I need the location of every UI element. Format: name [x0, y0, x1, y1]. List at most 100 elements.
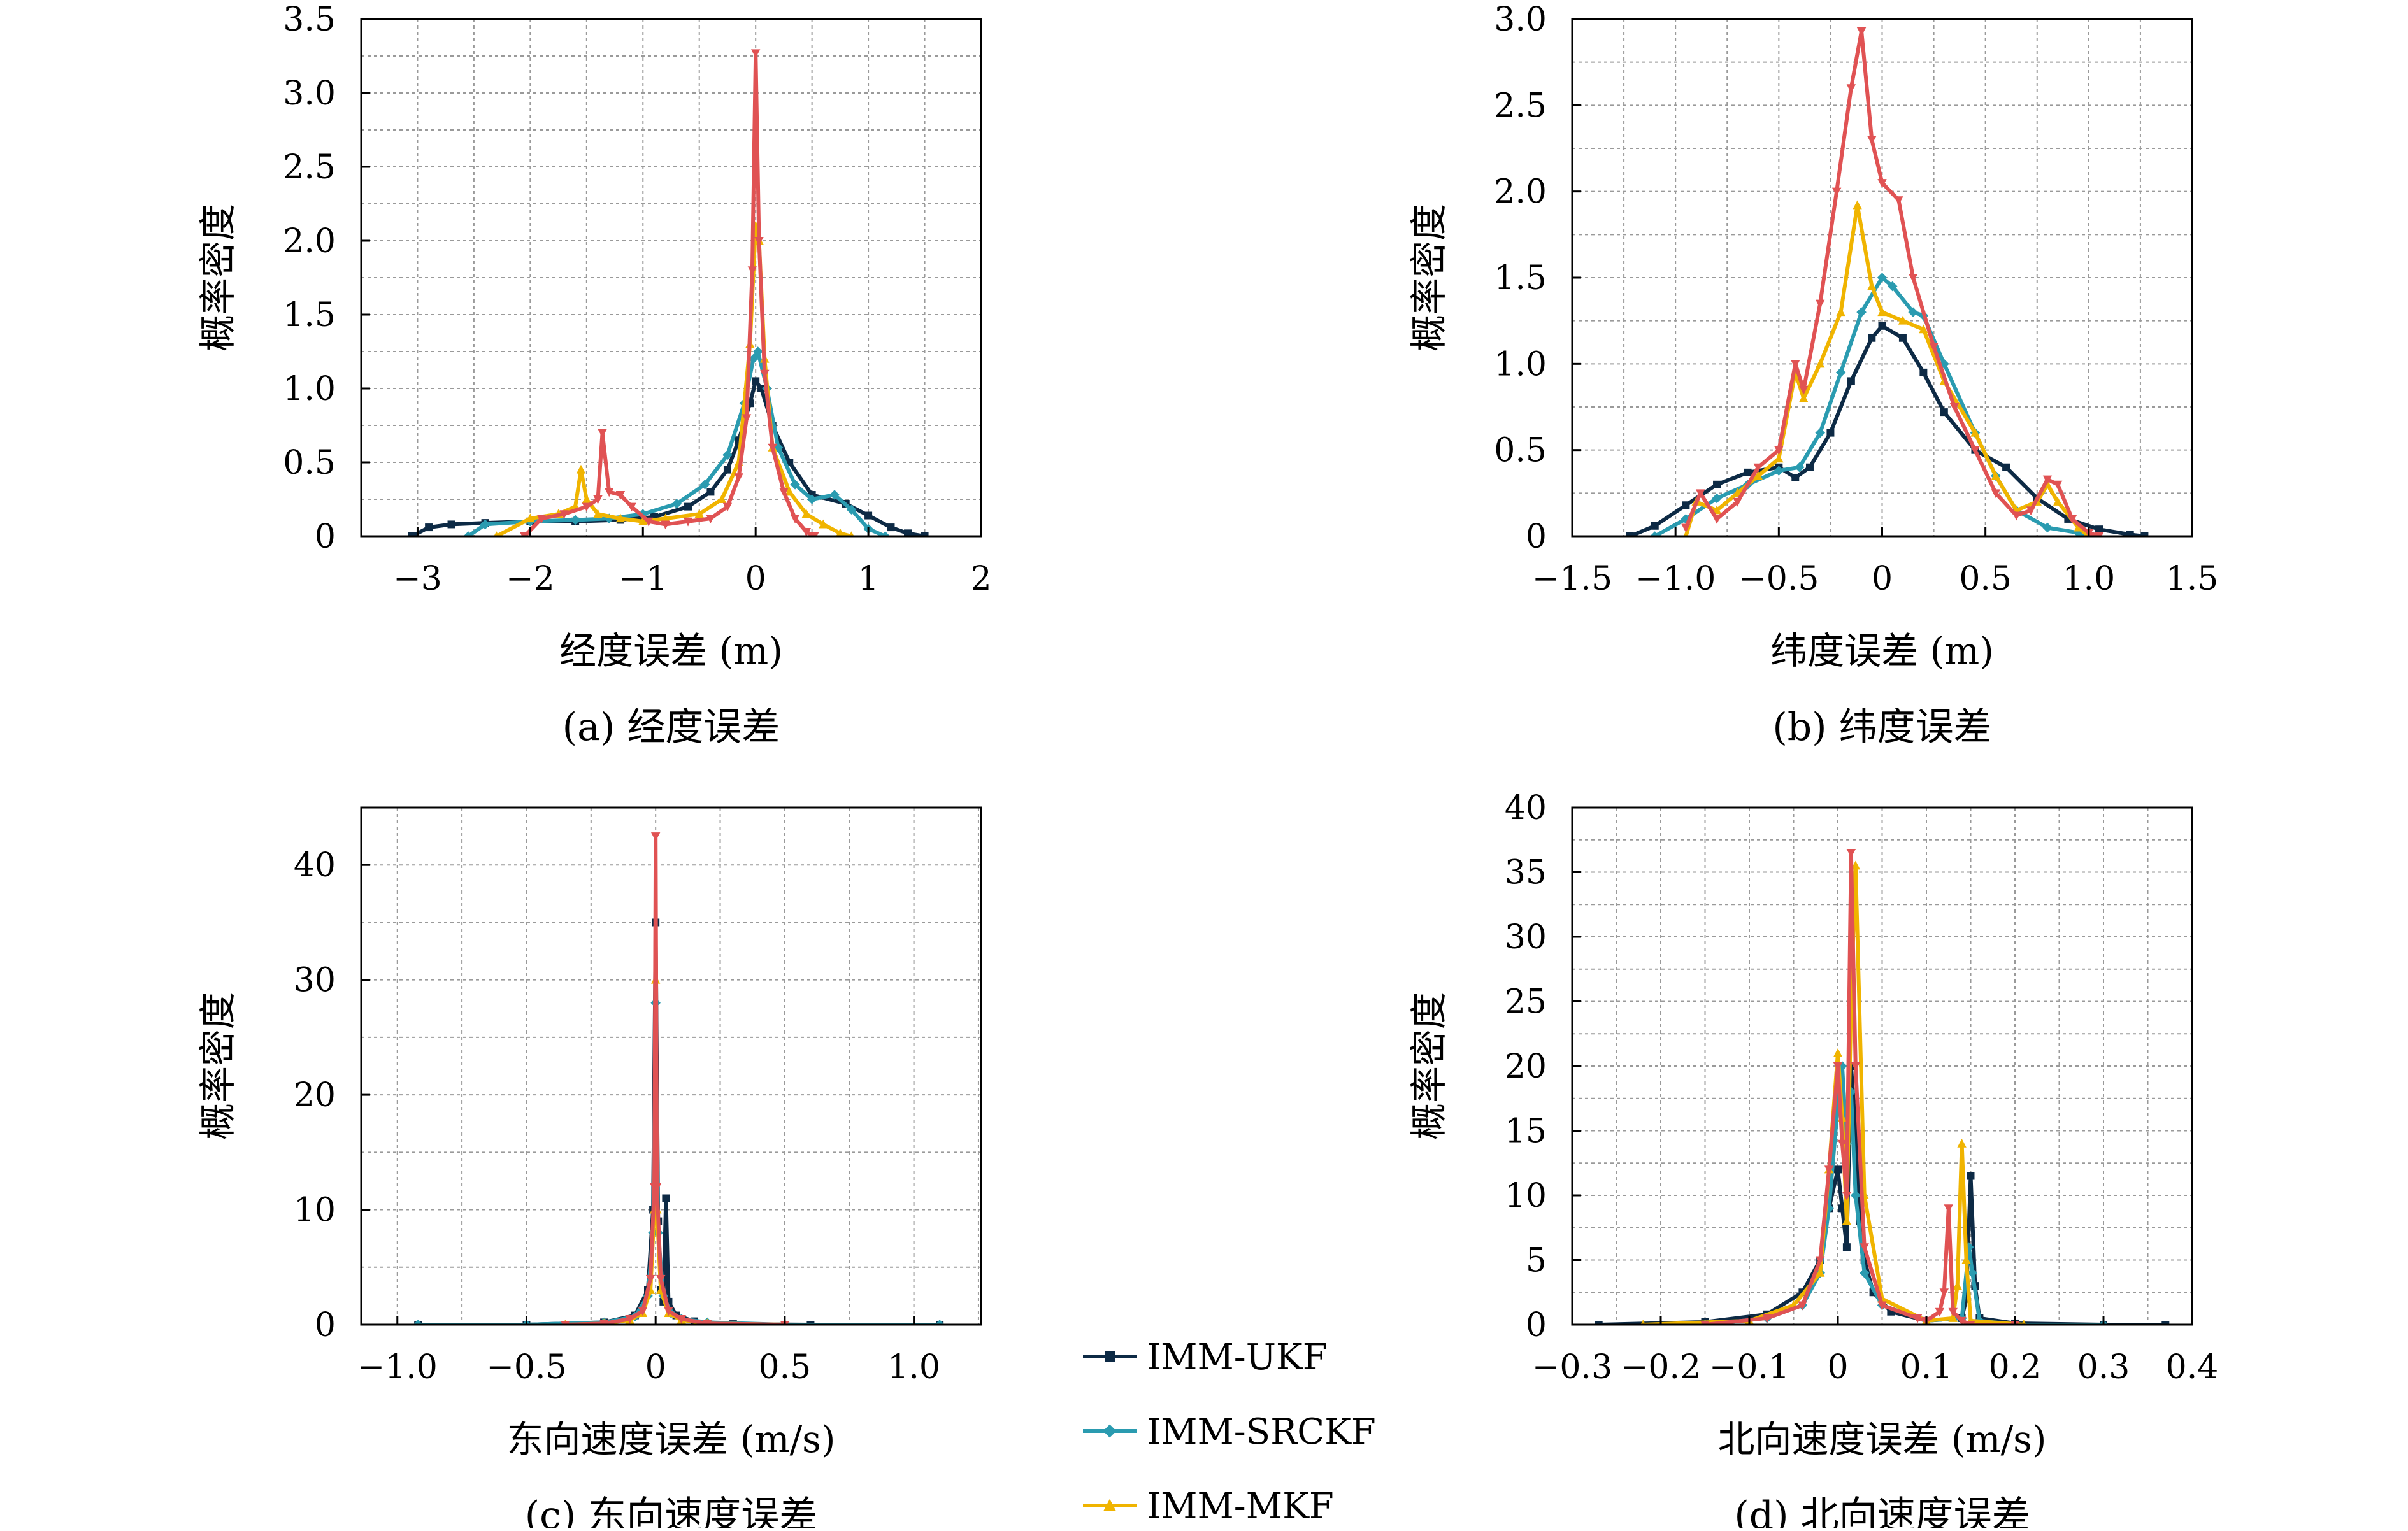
- data-point: [1919, 368, 1928, 376]
- data-point: [1970, 446, 1980, 455]
- legend-label: IMM-MKF: [1147, 1486, 1334, 1527]
- data-point: [717, 494, 727, 503]
- x-tick-label: 0.5: [759, 1348, 812, 1386]
- data-point: [1877, 273, 1888, 283]
- data-point: [880, 531, 891, 536]
- data-point: [1859, 1268, 1870, 1278]
- series-line-faimm-mkf: [565, 834, 785, 1325]
- panel-0: −3 −2 −1 0 1 2 0 0.5 1.0 1.5 2.0 2.5 3.0 3.5 经度误差 (m) 概…: [196, 1, 992, 750]
- data-point: [760, 369, 770, 379]
- x-tick-label: 1: [858, 560, 879, 598]
- y-tick-label: 40: [1505, 789, 1547, 827]
- data-point: [593, 495, 603, 504]
- data-point: [1970, 427, 1980, 437]
- data-point: [1798, 1301, 1807, 1311]
- data-point: [1805, 463, 1814, 471]
- y-tick-label: 3.0: [1494, 1, 1547, 39]
- data-point: [750, 49, 761, 59]
- data-point: [801, 509, 811, 518]
- x-tick-label: 1.5: [2166, 560, 2219, 598]
- data-point: [1842, 1243, 1851, 1251]
- data-point: [1967, 1172, 1975, 1180]
- data-point: [1799, 385, 1809, 395]
- x-tick-label: −3: [393, 560, 442, 598]
- data-point: [1799, 393, 1809, 402]
- y-axis-label: 概率密度: [196, 204, 240, 352]
- series-line-imm-mkf: [1643, 864, 2025, 1325]
- data-point: [1940, 408, 1948, 417]
- data-point: [1908, 307, 1918, 317]
- data-point: [1908, 274, 1918, 283]
- data-point: [2042, 475, 2053, 485]
- data-point: [413, 1320, 423, 1325]
- x-axis-label: 经度误差 (m): [559, 629, 783, 673]
- plot-frame: [360, 806, 982, 1326]
- data-point: [2053, 497, 2063, 506]
- panel-caption: (c) 东向速度误差: [525, 1493, 818, 1528]
- x-tick-label: −0.5: [486, 1348, 566, 1386]
- x-axis-label: 北向速度误差 (m/s): [1718, 1418, 2047, 1461]
- data-point: [1953, 1281, 1962, 1290]
- data-point: [829, 490, 840, 500]
- data-point: [846, 504, 857, 515]
- data-point: [1867, 281, 1877, 290]
- data-point: [1898, 315, 1908, 325]
- x-tick-label: 0.5: [1959, 560, 2012, 598]
- data-point: [645, 1274, 656, 1284]
- data-point: [752, 377, 760, 385]
- data-point: [2002, 463, 2010, 471]
- y-tick-label: 0: [315, 518, 336, 556]
- y-tick-label: 1.5: [283, 296, 336, 334]
- data-point: [1967, 1268, 1978, 1278]
- data-point: [1791, 360, 1800, 369]
- x-tick-label: 0.1: [1900, 1348, 1953, 1386]
- data-point: [790, 515, 800, 523]
- y-tick-label: 40: [294, 846, 336, 885]
- series-line-imm-srckf: [418, 1000, 940, 1325]
- data-point: [2021, 1320, 2026, 1325]
- data-point: [582, 502, 592, 512]
- data-point: [656, 1274, 666, 1284]
- data-point: [887, 523, 895, 532]
- data-point: [1860, 1243, 1869, 1252]
- data-point: [2074, 522, 2083, 532]
- data-point: [1877, 307, 1887, 317]
- data-point: [1957, 1139, 1967, 1148]
- data-point: [1712, 515, 1722, 524]
- data-point: [836, 528, 845, 536]
- y-tick-label: 0: [1526, 1306, 1547, 1344]
- data-point: [748, 353, 759, 364]
- data-point: [1851, 1062, 1860, 1071]
- data-point: [1791, 473, 1800, 481]
- data-point: [652, 1183, 662, 1192]
- data-point: [2073, 527, 2084, 536]
- y-tick-label: 25: [1505, 983, 1547, 1022]
- x-axis-label: 东向速度误差 (m/s): [507, 1418, 836, 1461]
- data-point: [1939, 1288, 1949, 1298]
- panel-2: −1.0 −0.5 0 0.5 1.0 0 10 20 30 40 东向速度误差 (m/s) 概率密度…: [196, 806, 982, 1531]
- data-point: [593, 509, 603, 518]
- x-axis-label: 纬度误差 (m): [1770, 629, 1994, 673]
- y-tick-label: 0: [315, 1306, 336, 1344]
- y-tick-label: 10: [294, 1192, 336, 1230]
- y-tick-label: 3.0: [283, 75, 336, 113]
- data-point: [661, 520, 670, 530]
- data-point: [904, 529, 912, 536]
- data-point: [801, 528, 811, 536]
- x-tick-label: 0: [1872, 560, 1893, 598]
- data-point: [694, 509, 704, 518]
- x-tick-label: 2: [970, 560, 991, 598]
- data-point: [671, 499, 682, 509]
- x-tick-label: 0: [645, 1348, 666, 1386]
- y-axis-label: 概率密度: [1407, 204, 1451, 352]
- data-point: [650, 832, 661, 841]
- y-tick-label: 30: [1505, 918, 1547, 957]
- data-point: [1733, 497, 1742, 507]
- series-line-faimm-mkf: [523, 51, 815, 536]
- y-tick-label: 0: [1526, 518, 1547, 556]
- y-tick-label: 1.0: [1494, 345, 1547, 383]
- data-point: [742, 414, 752, 424]
- data-point: [2012, 511, 2021, 521]
- y-tick-label: 20: [294, 1076, 336, 1114]
